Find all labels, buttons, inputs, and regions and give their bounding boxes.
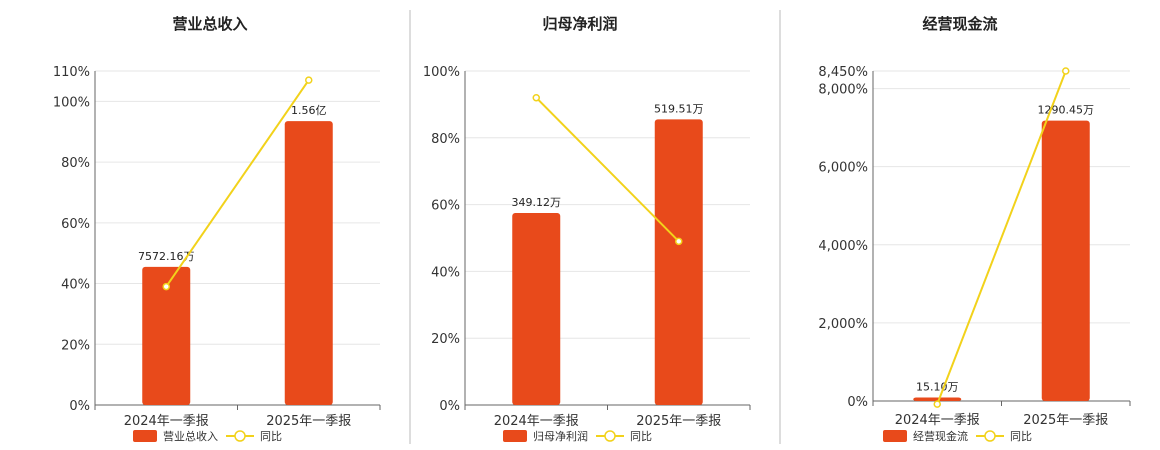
y-tick-label: 0%: [847, 395, 868, 410]
bar: [913, 397, 962, 401]
bar-data-label: 7572.16万: [138, 250, 195, 263]
chart-title: 营业总收入: [172, 15, 247, 33]
bar: [284, 121, 333, 405]
x-tick-label: 2025年一季报: [636, 414, 721, 429]
yoy-line: [165, 79, 310, 288]
y-tick-label: 100%: [423, 65, 460, 80]
bar-data-label: 15.10万: [916, 380, 959, 393]
y-tick-label: 40%: [61, 278, 90, 293]
y-tick-label: 20%: [431, 332, 460, 347]
bar-data-label: 349.12万: [512, 196, 562, 209]
y-tick-label: 8,000%: [818, 83, 868, 98]
bar: [142, 266, 191, 405]
bar: [512, 212, 561, 405]
y-tick-label: 20%: [61, 338, 90, 353]
y-tick-label: 2,000%: [818, 317, 868, 332]
y-tick-label: 0%: [439, 399, 460, 414]
bar-data-label: 1.56亿: [291, 104, 327, 117]
legend-bar-swatch: [133, 430, 157, 442]
x-tick-label: 2024年一季报: [895, 413, 980, 428]
chart-title: 经营现金流: [922, 15, 997, 33]
yoy-point: [532, 93, 540, 102]
chart-title: 归母净利润: [542, 15, 617, 33]
legend-line-marker: [234, 430, 246, 442]
legend-bar-label: 归母净利润: [533, 429, 588, 443]
x-tick-label: 2025年一季报: [1023, 413, 1108, 428]
y-tick-label: 4,000%: [818, 239, 868, 254]
y-tick-label: 60%: [61, 217, 90, 232]
x-tick-label: 2025年一季报: [266, 414, 351, 429]
bar-data-label: 519.51万: [654, 102, 704, 115]
bar: [654, 119, 703, 406]
legend-bar-label: 营业总收入: [163, 429, 218, 443]
yoy-point: [675, 237, 683, 246]
legend-line-marker: [604, 430, 616, 442]
y-tick-label: 100%: [53, 95, 90, 110]
chart-panel-revenue: 营业总收入 0% 20% 40% 60% 80% 100% 110% 2024年一季报 2025年…: [53, 15, 381, 443]
yoy-point: [162, 282, 170, 291]
x-tick-label: 2024年一季报: [124, 414, 209, 429]
y-tick-label: 6,000%: [818, 161, 868, 176]
yoy-point: [933, 400, 941, 408]
y-tick-label: 0%: [69, 399, 90, 414]
legend-line-label: 同比: [630, 430, 652, 443]
y-tick-label: 110%: [53, 65, 90, 80]
yoy-point: [305, 76, 313, 84]
y-tick-label: 60%: [431, 199, 460, 214]
bar-data-label: 1290.45万: [1038, 104, 1095, 117]
y-tick-label: 80%: [61, 156, 90, 171]
yoy-point: [1062, 67, 1070, 75]
legend-line-marker: [984, 430, 996, 442]
legend-line-label: 同比: [260, 430, 282, 443]
legend-bar-swatch: [883, 430, 907, 442]
x-tick-label: 2024年一季报: [494, 414, 579, 429]
yoy-line: [936, 70, 1067, 405]
y-tick-label: 80%: [431, 132, 460, 147]
chart-panel-cash-flow: 经营现金流 0% 2,000% 4,000% 6,000% 8,000% 8,450% 202…: [818, 15, 1131, 443]
bar: [1041, 120, 1090, 402]
legend-line-label: 同比: [1010, 430, 1032, 443]
legend-bar-swatch: [503, 430, 527, 442]
yoy-line: [535, 97, 680, 243]
y-tick-label: 40%: [431, 265, 460, 280]
chart-panel-net-profit: 归母净利润 0% 20% 40% 60% 80% 100% 2024年一季报 2025年一季报 3…: [423, 15, 751, 443]
y-tick-label: 8,450%: [818, 65, 868, 80]
legend-bar-label: 经营现金流: [913, 429, 968, 443]
